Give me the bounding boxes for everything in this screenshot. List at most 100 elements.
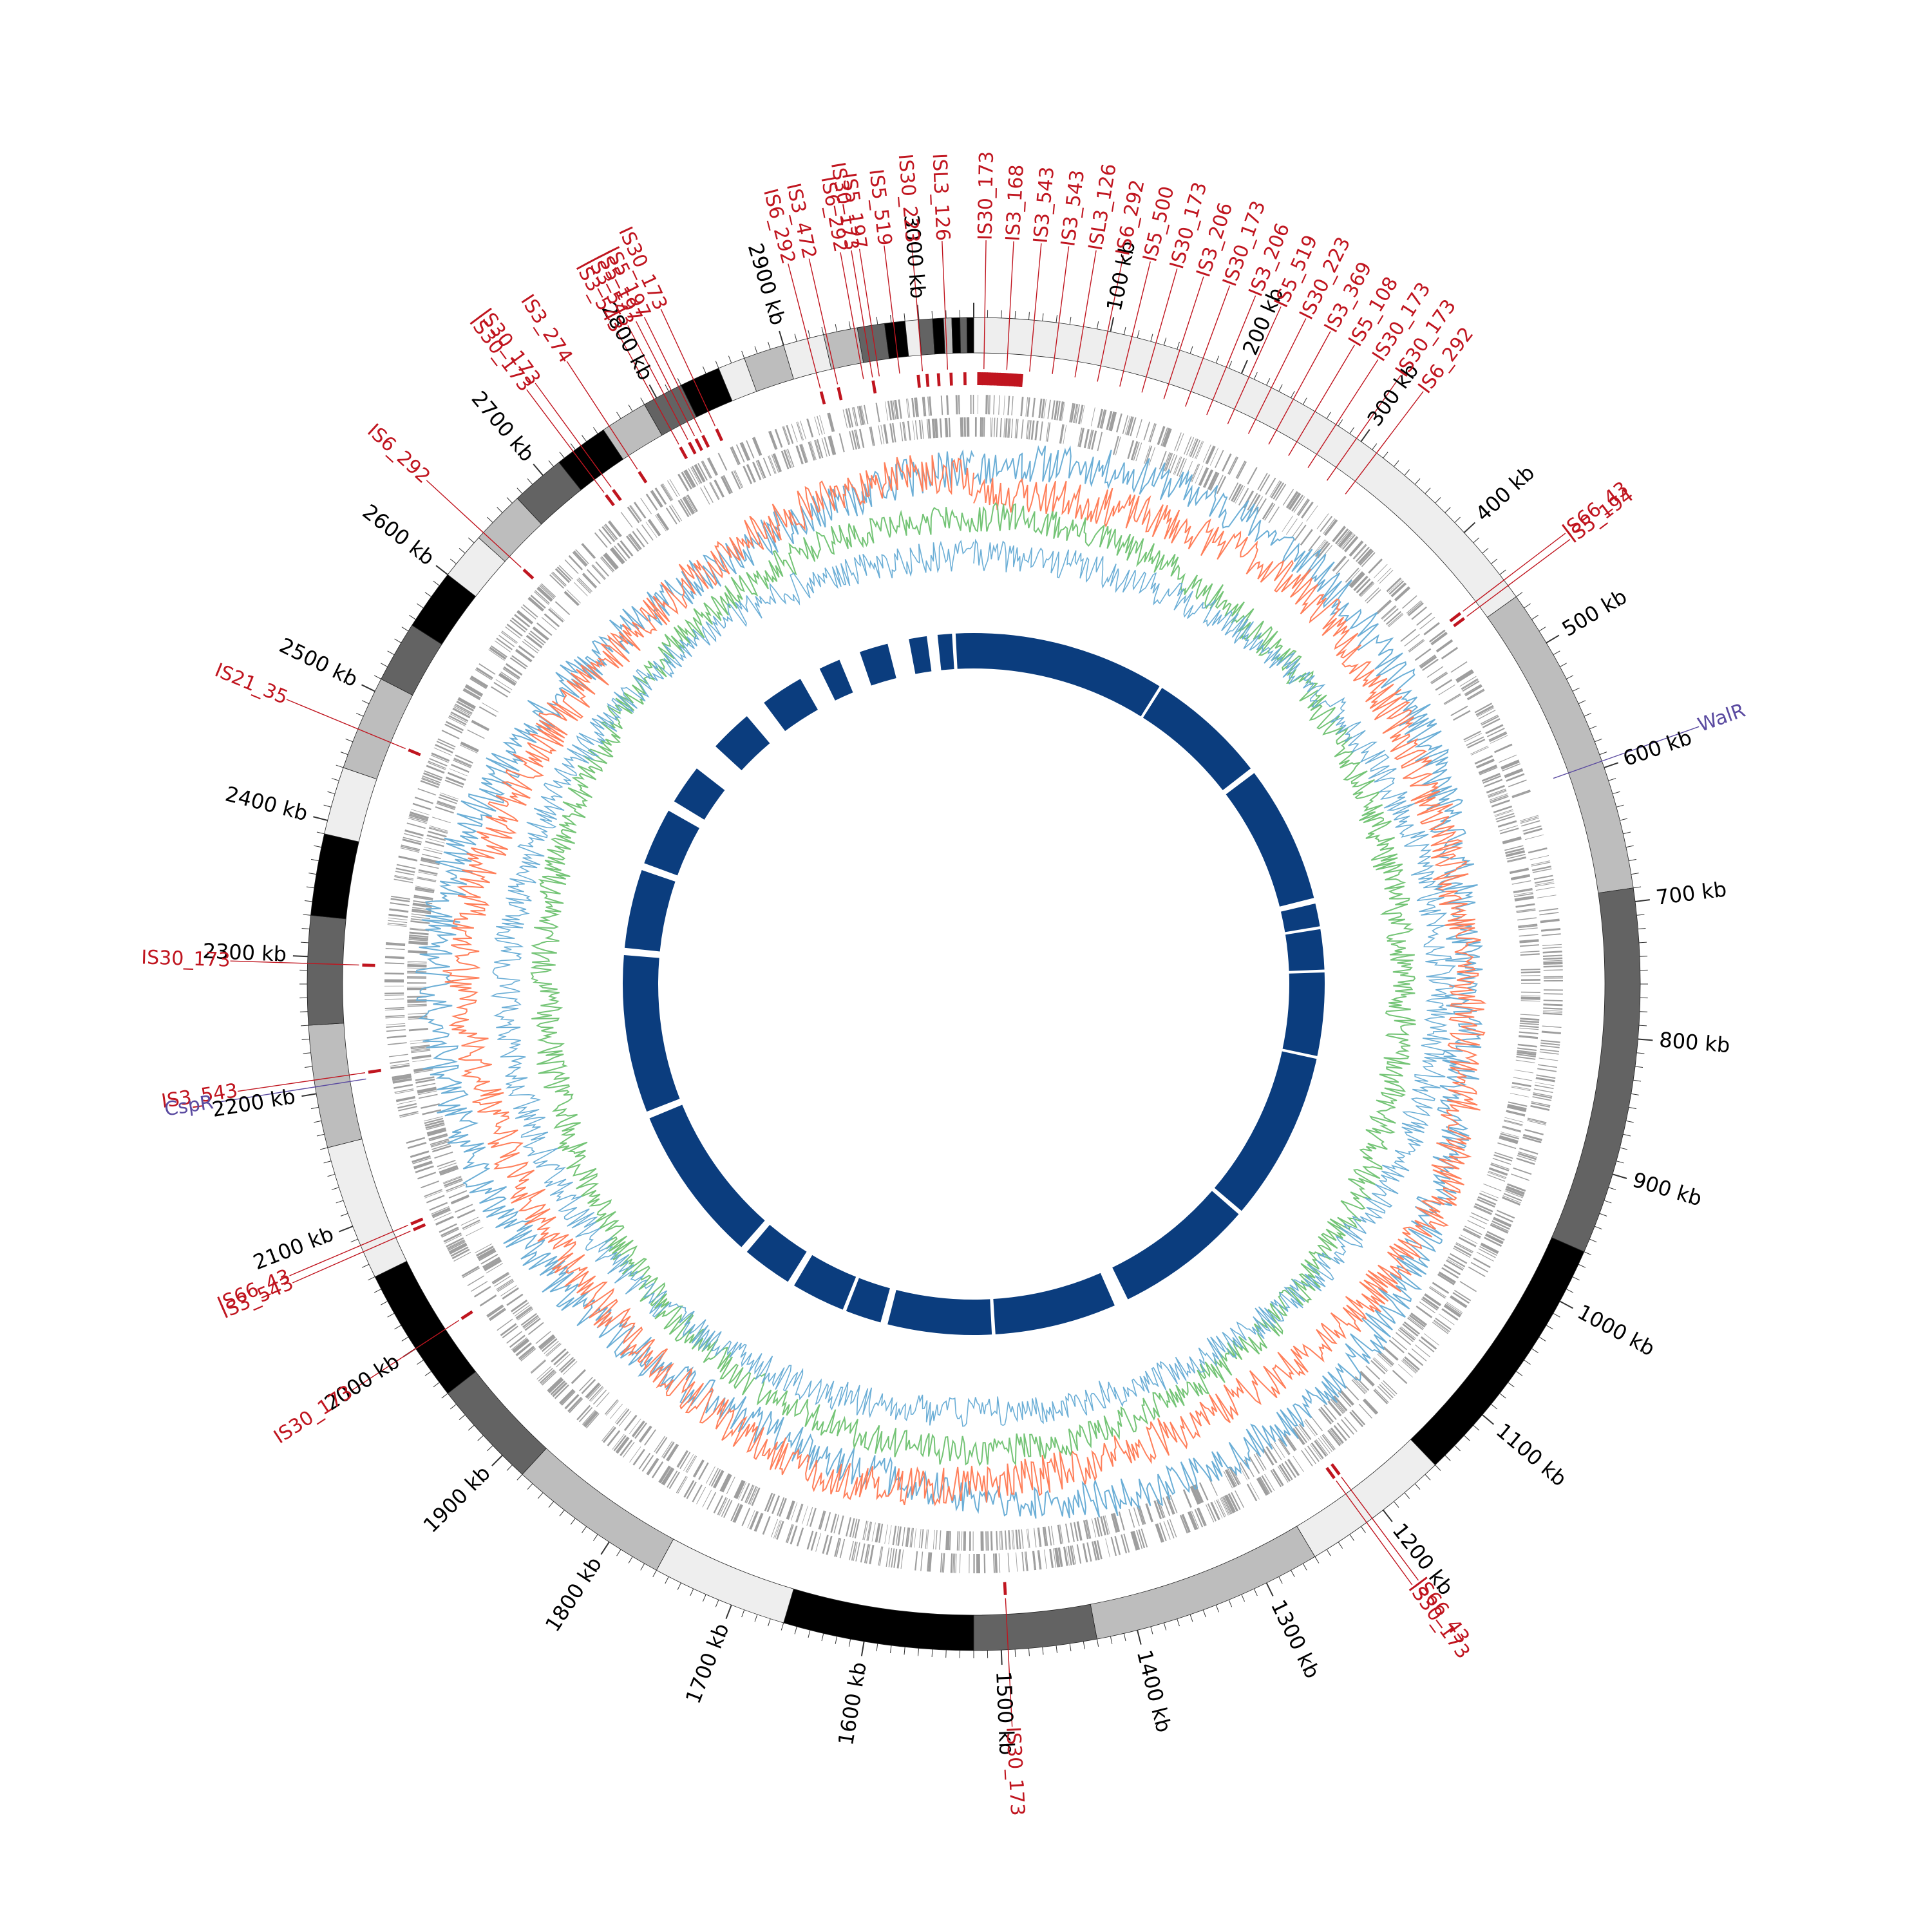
- gene-feature: [417, 1088, 437, 1094]
- gene-feature: [1189, 1511, 1198, 1530]
- gene-feature: [1227, 456, 1237, 475]
- gene-feature: [602, 1426, 616, 1443]
- gene-feature: [1528, 847, 1548, 854]
- gene-feature: [1199, 468, 1209, 486]
- gene-feature: [506, 1293, 524, 1306]
- gene-feature: [1323, 518, 1336, 535]
- gene-feature: [1139, 1505, 1146, 1524]
- gene-feature: [447, 772, 466, 781]
- gene-feature: [1492, 1157, 1511, 1165]
- gene-feature: [730, 1503, 740, 1522]
- contig-block: [447, 1371, 547, 1475]
- gene-feature: [1411, 606, 1427, 620]
- gene-feature: [450, 713, 468, 723]
- tick-mark: [314, 845, 322, 848]
- gene-feature: [884, 1524, 888, 1544]
- gene-feature: [1021, 419, 1024, 439]
- gene-feature: [1532, 1096, 1552, 1101]
- gene-feature: [530, 594, 546, 609]
- gene-feature: [920, 1529, 924, 1549]
- gene-feature: [861, 405, 866, 425]
- tick-mark: [1444, 1455, 1451, 1461]
- gene-feature: [692, 1484, 703, 1502]
- gene-feature: [505, 626, 521, 639]
- gene-feature: [1470, 1262, 1488, 1273]
- gene-feature: [386, 1035, 406, 1039]
- gene-feature: [1083, 428, 1090, 448]
- gene-feature: [412, 802, 431, 811]
- position-label: 1900 kb: [419, 1461, 495, 1537]
- contig-block: [973, 1604, 1097, 1651]
- gene-feature: [1176, 433, 1184, 452]
- gene-feature: [1070, 1545, 1075, 1565]
- gene-feature: [386, 1025, 406, 1028]
- tick-mark: [860, 1641, 865, 1656]
- tick-mark: [1083, 1641, 1085, 1649]
- tick-mark: [1463, 522, 1476, 533]
- gene-feature: [1086, 1519, 1092, 1539]
- gene-feature: [384, 994, 404, 996]
- tick-mark: [1291, 390, 1295, 398]
- gene-feature: [854, 1519, 860, 1539]
- gene-feature: [1517, 1052, 1537, 1056]
- gene-feature: [663, 1468, 675, 1486]
- gene-feature: [1488, 1168, 1508, 1176]
- gene-feature: [1359, 582, 1374, 596]
- gc-skew-trace: [530, 502, 1416, 1466]
- gene-feature: [1507, 1104, 1527, 1110]
- is-mark: [963, 372, 967, 386]
- gene-feature: [998, 1553, 1001, 1573]
- gene-feature: [415, 889, 435, 894]
- gene-feature: [594, 532, 608, 548]
- gene-feature: [683, 496, 695, 515]
- gene-feature: [1475, 756, 1493, 765]
- tick-mark: [1491, 558, 1498, 564]
- gene-feature: [1502, 763, 1520, 772]
- is-mark: [679, 446, 688, 460]
- gene-feature: [408, 1028, 428, 1032]
- gene-feature: [1515, 903, 1535, 908]
- gene-feature: [489, 1309, 506, 1321]
- gene-feature: [502, 630, 518, 643]
- tick-mark: [1215, 355, 1220, 363]
- gene-feature: [450, 711, 469, 722]
- gene-feature: [701, 461, 711, 479]
- homology-block: [674, 768, 725, 820]
- gene-feature: [510, 1300, 528, 1312]
- gene-feature: [417, 788, 437, 796]
- gene-feature: [1278, 1437, 1291, 1455]
- gene-feature: [413, 895, 433, 900]
- gene-feature: [1298, 1423, 1312, 1440]
- gene-feature: [1507, 1184, 1526, 1192]
- gene-feature: [478, 1250, 497, 1262]
- gene-feature: [1531, 1102, 1551, 1108]
- gene-feature: [610, 548, 623, 565]
- gene-feature: [457, 700, 475, 711]
- gene-feature: [1166, 1496, 1174, 1515]
- gene-feature: [1508, 1101, 1528, 1107]
- gene-feature: [1481, 1242, 1499, 1253]
- gene-feature: [409, 931, 429, 934]
- gene-feature: [1135, 419, 1142, 439]
- gene-feature: [1543, 1007, 1563, 1010]
- tick-mark: [340, 1213, 348, 1217]
- gene-feature: [1335, 528, 1349, 545]
- gene-feature: [1408, 602, 1424, 616]
- tick-mark: [677, 378, 681, 386]
- gene-feature: [1143, 421, 1151, 440]
- label-leader: [1463, 533, 1566, 612]
- gene-feature: [1198, 467, 1208, 486]
- gene-feature: [826, 1535, 833, 1555]
- is-mark: [989, 372, 993, 386]
- gene-feature: [1468, 1266, 1486, 1278]
- gene-feature: [1157, 426, 1165, 445]
- gene-feature: [436, 802, 455, 810]
- gene-feature: [769, 430, 778, 450]
- gene-feature: [933, 419, 936, 439]
- gene-feature: [467, 1275, 485, 1287]
- homology-block: [993, 1273, 1115, 1334]
- gene-feature: [527, 1321, 544, 1335]
- gene-feature: [409, 814, 428, 822]
- gene-feature: [396, 864, 416, 869]
- tick-mark: [301, 1093, 317, 1097]
